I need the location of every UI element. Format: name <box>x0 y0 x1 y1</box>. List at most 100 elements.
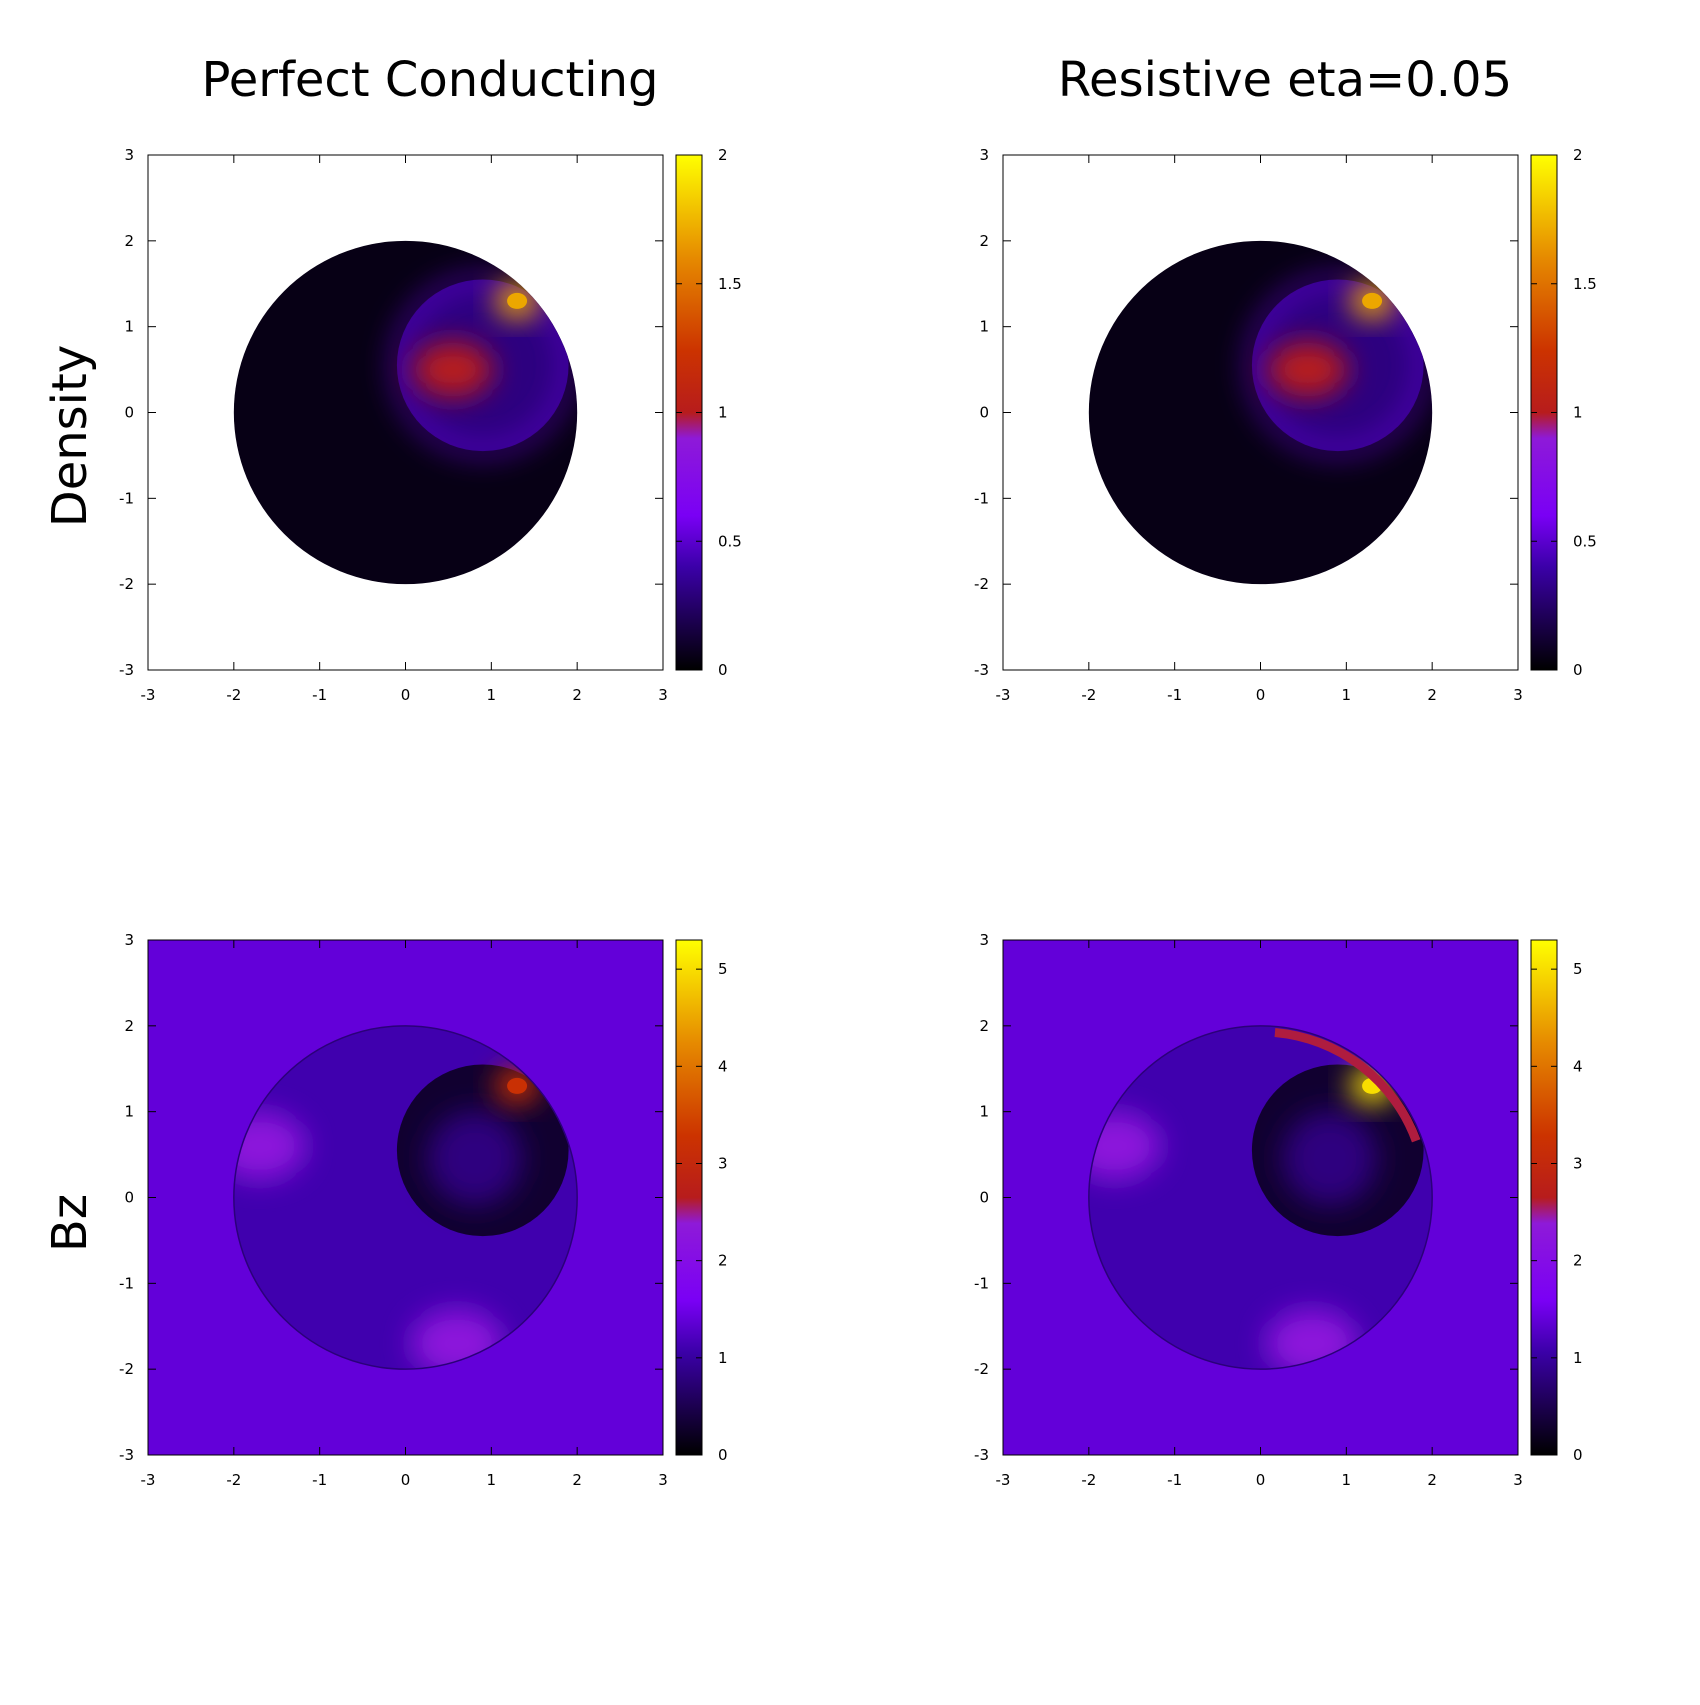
disk-outline <box>1088 1025 1433 1370</box>
y-tick-label: -1 <box>974 489 989 507</box>
y-tick-label: -2 <box>974 575 989 593</box>
colorbar-tick-label: 4 <box>1573 1057 1583 1075</box>
y-tick-label: 0 <box>124 1189 134 1207</box>
x-tick-label: -3 <box>141 1471 156 1489</box>
y-tick-label: 3 <box>979 931 989 949</box>
column-title-resistive: Resistive eta=0.05 <box>1057 52 1513 108</box>
feature-rim-arc <box>1274 1027 1421 1143</box>
heatmap-bz-resistive: -3 -2 -1 0 1 2 3 -3 -2 -1 0 1 2 3 0 1 2 3 4 5 <box>974 931 1583 1489</box>
colorbar-tick-label: 1 <box>1573 1349 1583 1367</box>
heatmap-field <box>148 940 663 1455</box>
x-tick-label: 3 <box>658 686 668 704</box>
x-tick-label: 0 <box>401 686 411 704</box>
y-tick-label: 3 <box>124 146 134 164</box>
x-tick-label: 1 <box>487 686 497 704</box>
disk-features <box>392 275 573 456</box>
y-tick-label: 0 <box>979 1189 989 1207</box>
colorbar-tick-label: 0.5 <box>718 532 742 550</box>
y-tick-label: 2 <box>979 1017 989 1035</box>
heatmap-field <box>233 240 578 585</box>
feature-dark-disk-core <box>1282 1111 1377 1206</box>
x-tick-label: 3 <box>658 1471 668 1489</box>
x-tick-label: -3 <box>996 686 1011 704</box>
y-tick-label: 3 <box>979 146 989 164</box>
colorbar-tick-label: 0 <box>1573 661 1583 679</box>
y-tick-label: -2 <box>119 1360 134 1378</box>
x-tick-label: -3 <box>141 686 156 704</box>
y-tick-label: -1 <box>119 489 134 507</box>
x-tick-label: 1 <box>1342 686 1352 704</box>
y-tick-label: -3 <box>974 661 989 679</box>
colorbar-tick-label: 2 <box>1573 146 1583 164</box>
colorbar <box>675 939 703 1456</box>
x-tick-label: -2 <box>1081 1471 1096 1489</box>
colorbar-tick-label: 5 <box>1573 960 1583 978</box>
y-tick-label: -3 <box>119 1446 134 1464</box>
x-tick-label: -2 <box>226 1471 241 1489</box>
colorbar-tick-label: 0 <box>718 1446 728 1464</box>
x-tick-label: 2 <box>1427 686 1437 704</box>
y-tick-label: 1 <box>979 1103 989 1121</box>
feature-hot-spot-core <box>507 292 528 309</box>
feature-blob <box>412 341 493 398</box>
colorbar-tick-label: 1 <box>718 404 728 422</box>
x-tick-label: 3 <box>1513 686 1523 704</box>
x-tick-label: 0 <box>401 1471 411 1489</box>
x-tick-label: -2 <box>1081 686 1096 704</box>
y-tick-label: -1 <box>119 1274 134 1292</box>
y-tick-label: -2 <box>974 1360 989 1378</box>
colorbar-tick-label: 2 <box>718 1252 728 1270</box>
heatmap-density-perfect: -3 -2 -1 0 1 2 3 -3 -2 -1 0 1 2 3 0 0.5 1 1.5 2 <box>119 146 742 704</box>
disk-outline <box>233 1025 578 1370</box>
heatmap-density-resistive: -3 -2 -1 0 1 2 3 -3 -2 -1 0 1 2 3 0 0.5 1 1.5 2 <box>974 146 1597 704</box>
feature-ring <box>392 275 573 456</box>
x-tick-label: 1 <box>487 1471 497 1489</box>
y-tick-label: 1 <box>124 1103 134 1121</box>
colorbar-tick-label: 2 <box>1573 1252 1583 1270</box>
feature-dark-disk-core <box>427 1111 522 1206</box>
panel-density-resistive: -3 -2 -1 0 1 2 3 -3 -2 -1 0 1 2 3 0 0.5 1 1.5 2 <box>945 120 1700 920</box>
colorbar-tick-label: 0 <box>718 661 728 679</box>
feature-hot-spot-core <box>1362 292 1383 309</box>
colorbar-tick-label: 5 <box>718 960 728 978</box>
y-tick-label: 0 <box>124 404 134 422</box>
panel-density-perfect: -3 -2 -1 0 1 2 3 -3 -2 -1 0 1 2 3 0 0.5 1 1.5 2 <box>90 120 940 920</box>
colorbar-tick-label: 1 <box>718 1349 728 1367</box>
x-tick-label: 2 <box>1427 1471 1437 1489</box>
x-tick-label: -1 <box>1167 1471 1182 1489</box>
y-tick-label: 1 <box>124 318 134 336</box>
x-tick-label: -2 <box>226 686 241 704</box>
y-tick-label: 0 <box>979 404 989 422</box>
panel-bz-perfect: -3 -2 -1 0 1 2 3 -3 -2 -1 0 1 2 3 0 1 2 3 4 5 <box>90 905 940 1705</box>
colorbar-tick-label: 2 <box>718 146 728 164</box>
y-tick-label: 3 <box>124 931 134 949</box>
x-tick-label: 2 <box>572 1471 582 1489</box>
x-tick-label: -1 <box>1167 686 1182 704</box>
x-tick-label: 2 <box>572 686 582 704</box>
colorbar-tick-label: 0 <box>1573 1446 1583 1464</box>
y-tick-label: -2 <box>119 575 134 593</box>
x-tick-label: 1 <box>1342 1471 1352 1489</box>
y-tick-label: -1 <box>974 1274 989 1292</box>
heatmap-bz-perfect: -3 -2 -1 0 1 2 3 -3 -2 -1 0 1 2 3 0 1 2 3 4 5 <box>119 931 728 1489</box>
colorbar-tick-label: 3 <box>718 1154 728 1172</box>
y-tick-label: 2 <box>979 232 989 250</box>
colorbar-tick-label: 1 <box>1573 404 1583 422</box>
x-tick-label: 0 <box>1256 686 1266 704</box>
colorbar-tick-label: 1.5 <box>1573 275 1597 293</box>
y-tick-label: 2 <box>124 1017 134 1035</box>
colorbar-tick-label: 4 <box>718 1057 728 1075</box>
panel-bz-resistive: -3 -2 -1 0 1 2 3 -3 -2 -1 0 1 2 3 0 1 2 3 4 5 <box>945 905 1700 1705</box>
feature-ring <box>1247 275 1428 456</box>
colorbar-tick-label: 3 <box>1573 1154 1583 1172</box>
feature-hot-spot-core <box>507 1077 528 1094</box>
colorbar-tick-label: 0.5 <box>1573 532 1597 550</box>
y-tick-label: 2 <box>124 232 134 250</box>
column-title-perfect: Perfect Conducting <box>201 52 659 108</box>
x-tick-label: 3 <box>1513 1471 1523 1489</box>
x-tick-label: -3 <box>996 1471 1011 1489</box>
colorbar <box>1530 939 1558 1456</box>
x-tick-label: 0 <box>1256 1471 1266 1489</box>
colorbar-tick-label: 1.5 <box>718 275 742 293</box>
heatmap-field <box>1088 240 1433 585</box>
